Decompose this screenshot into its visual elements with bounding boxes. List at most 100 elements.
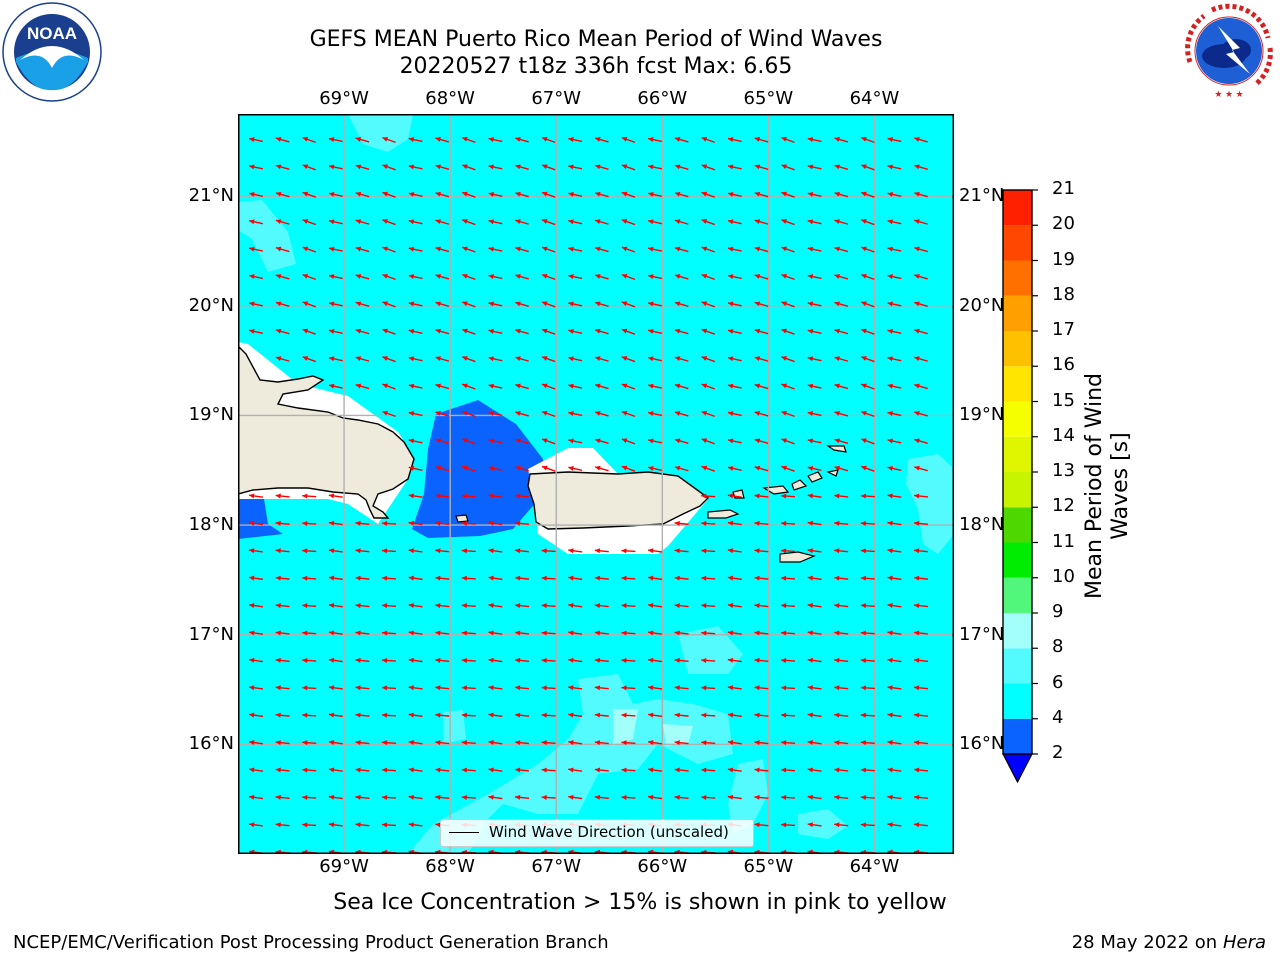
wind-wave-arrow [408, 575, 423, 581]
wind-wave-arrow [355, 301, 370, 308]
wind-wave-arrow [461, 136, 476, 144]
wind-wave-arrow [249, 301, 263, 307]
wind-wave-arrow [754, 575, 769, 581]
wind-wave-arrow [408, 246, 423, 252]
wind-wave-arrow [435, 657, 450, 663]
colorbar-segment [1003, 401, 1032, 437]
wind-wave-arrow [408, 137, 423, 143]
colorbar-segment [1003, 225, 1032, 261]
wind-wave-arrow [541, 356, 556, 363]
wind-wave-arrow [515, 328, 529, 335]
wind-wave-arrow [461, 657, 476, 663]
wind-wave-arrow [408, 520, 423, 526]
wind-wave-arrow [514, 603, 530, 609]
wind-wave-arrow [275, 740, 290, 746]
wind-wave-arrow [248, 740, 264, 745]
wind-wave-arrow [435, 630, 450, 636]
lon-tick-top: 66°W [637, 88, 688, 109]
wind-wave-arrow [568, 712, 583, 718]
wind-wave-arrow [914, 137, 928, 143]
wind-wave-arrow [701, 383, 716, 390]
wind-wave-arrow [807, 191, 822, 197]
wind-wave-arrow [887, 794, 902, 800]
wind-wave-arrow [860, 767, 875, 773]
wind-wave-arrow [727, 274, 742, 280]
wind-wave-arrow [488, 246, 503, 252]
wind-wave-arrow [887, 137, 902, 143]
wind-wave-arrow [727, 493, 742, 499]
wind-wave-arrow [727, 164, 742, 170]
wind-wave-arrow [594, 438, 609, 445]
wind-wave-arrow [860, 685, 875, 691]
wind-wave-arrow [887, 630, 902, 636]
wind-wave-arrow [754, 657, 769, 663]
wind-wave-arrow [781, 438, 795, 445]
wind-wave-arrow [541, 273, 556, 281]
wind-wave-arrow [727, 575, 742, 581]
lon-tick-bottom: 67°W [531, 856, 582, 877]
wind-wave-arrow [807, 520, 822, 526]
wind-wave-arrow [568, 740, 583, 745]
lon-tick-bottom: 69°W [319, 856, 369, 877]
wind-wave-arrow [860, 493, 875, 499]
wind-wave-arrow [860, 273, 875, 281]
wind-wave-arrow [568, 164, 583, 170]
legend-label: Wind Wave Direction (unscaled) [489, 823, 729, 841]
wind-wave-arrow [568, 685, 583, 691]
wind-wave-arrow [701, 740, 716, 746]
wind-wave-arrow [488, 383, 503, 389]
wind-wave-arrow [461, 383, 476, 390]
wind-wave-arrow [381, 520, 397, 526]
wind-wave-arrow [488, 685, 503, 691]
wind-wave-arrow [781, 219, 795, 226]
wind-wave-arrow [781, 301, 795, 308]
wind-wave-arrow [621, 191, 636, 198]
svg-text:★ ★ ★: ★ ★ ★ [1214, 89, 1243, 99]
wind-wave-arrow [248, 575, 264, 581]
wind-wave-arrow [834, 137, 849, 143]
wind-wave-arrow [914, 274, 928, 280]
wind-wave-arrow [488, 575, 503, 581]
wind-wave-arrow [780, 685, 796, 691]
colorbar-title: Mean Period of Wind Waves [s] [1082, 373, 1133, 600]
wind-wave-arrow [568, 137, 583, 143]
wind-wave-arrow [594, 137, 609, 143]
wind-wave-arrow [913, 520, 929, 526]
wind-wave-arrow [594, 657, 609, 663]
wind-wave-arrow [248, 630, 264, 636]
wind-wave-arrow [435, 493, 450, 499]
wind-wave-arrow [860, 246, 875, 253]
wind-wave-arrow [754, 712, 769, 718]
wind-wave-arrow [727, 328, 742, 334]
wind-wave-arrow [621, 164, 636, 171]
wind-wave-arrow [382, 164, 396, 171]
wind-wave-arrow [701, 493, 716, 499]
wind-wave-arrow [674, 657, 689, 663]
wind-wave-arrow [355, 328, 370, 335]
period-2-4-region [412, 400, 543, 538]
colorbar-tick-label: 6 [1052, 671, 1064, 693]
wind-wave-arrow [302, 219, 317, 226]
map[interactable] [238, 114, 954, 854]
puerto-rico-land [527, 471, 710, 530]
wind-wave-arrow [887, 438, 902, 444]
wind-wave-arrow [701, 219, 716, 226]
colorbar-tick-label: 18 [1052, 283, 1075, 305]
wind-wave-arrow [754, 383, 769, 390]
colorbar-segment [1003, 542, 1032, 578]
wind-wave-arrow [488, 274, 503, 280]
wind-wave-arrow [887, 191, 902, 197]
wind-wave-arrow [914, 356, 928, 362]
wind-wave-arrow [701, 191, 716, 198]
wind-wave-arrow [860, 740, 875, 746]
colorbar-tick-label: 2 [1052, 742, 1064, 763]
wind-wave-arrow [780, 575, 796, 581]
wind-wave-arrow [541, 575, 556, 581]
wind-wave-arrow [674, 137, 689, 143]
wind-wave-arrow [648, 328, 662, 334]
wind-wave-arrow [435, 438, 450, 445]
wind-wave-arrow [727, 630, 742, 636]
wind-wave-arrow [541, 246, 556, 253]
wind-wave-arrow [754, 438, 769, 445]
wind-wave-arrow [887, 465, 902, 471]
